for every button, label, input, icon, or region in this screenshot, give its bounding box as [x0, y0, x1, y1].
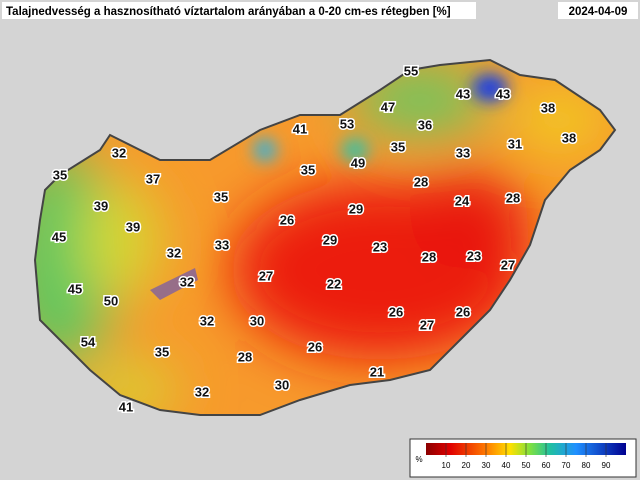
map-date: 2024-04-09: [569, 6, 628, 18]
colorbar-unit: %: [415, 455, 422, 464]
station-value: 54: [81, 334, 96, 349]
station-value: 53: [340, 116, 354, 131]
station-value: 27: [259, 268, 273, 283]
station-value: 21: [370, 364, 384, 379]
station-value: 28: [422, 249, 436, 264]
station-value: 27: [501, 257, 515, 272]
station-value: 45: [52, 229, 66, 244]
station-value: 32: [112, 145, 126, 160]
station-value: 49: [351, 155, 365, 170]
station-value: 41: [293, 121, 307, 136]
station-value: 45: [68, 281, 82, 296]
date-box: [558, 2, 638, 19]
station-value: 33: [456, 145, 470, 160]
colorbar-tick-label: 60: [542, 461, 551, 470]
colorbar-tick-label: 20: [462, 461, 471, 470]
map-title: Talajnedvesség a hasznosítható víztartal…: [6, 6, 451, 18]
station-value: 35: [391, 139, 405, 154]
station-value: 26: [308, 339, 322, 354]
station-value: 41: [119, 399, 133, 414]
station-labels: 55 43 43 38 47 53 41 36 31 38 32 35 33 49 35 37 35 28 24 28…: [50, 62, 577, 416]
colorbar-tick-label: 70: [562, 461, 571, 470]
station-value: 28: [238, 349, 252, 364]
station-value: 32: [180, 274, 194, 289]
colorbar-tick-label: 80: [582, 461, 591, 470]
station-value: 26: [389, 304, 403, 319]
station-value: 35: [214, 189, 228, 204]
station-value: 35: [53, 167, 67, 182]
colorbar-tick-label: 10: [442, 461, 451, 470]
title-box: [2, 2, 476, 19]
station-value: 38: [562, 130, 576, 145]
station-value: 26: [456, 304, 470, 319]
station-value: 39: [94, 198, 108, 213]
station-value: 26: [280, 212, 294, 227]
station-value: 50: [104, 293, 118, 308]
station-value: 32: [200, 313, 214, 328]
station-value: 47: [381, 99, 395, 114]
station-value: 29: [323, 232, 337, 247]
station-value: 32: [167, 245, 181, 260]
station-value: 33: [215, 237, 229, 252]
station-value: 30: [275, 377, 289, 392]
station-value: 39: [126, 219, 140, 234]
station-value: 32: [195, 384, 209, 399]
station-value: 36: [418, 117, 432, 132]
station-value: 31: [508, 136, 522, 151]
station-value: 29: [349, 201, 363, 216]
station-value: 28: [414, 174, 428, 189]
station-value: 23: [467, 248, 481, 263]
colorbar-tick-label: 50: [522, 461, 531, 470]
station-value: 43: [456, 86, 470, 101]
station-value: 27: [420, 317, 434, 332]
station-value: 38: [541, 100, 555, 115]
station-value: 30: [250, 313, 264, 328]
colorbar-ticks: 10 20 30 40 50 60 70 80 90: [442, 443, 611, 470]
colorbar-tick-label: 90: [602, 461, 611, 470]
station-value: 55: [404, 63, 418, 78]
station-value: 28: [506, 190, 520, 205]
colorbar-tick-label: 40: [502, 461, 511, 470]
station-value: 24: [455, 193, 470, 208]
station-value: 35: [155, 344, 169, 359]
station-value: 37: [146, 171, 160, 186]
station-value: 22: [327, 276, 341, 291]
station-value: 43: [496, 86, 510, 101]
station-value: 23: [373, 239, 387, 254]
colorbar-tick-label: 30: [482, 461, 491, 470]
station-value: 35: [301, 162, 315, 177]
